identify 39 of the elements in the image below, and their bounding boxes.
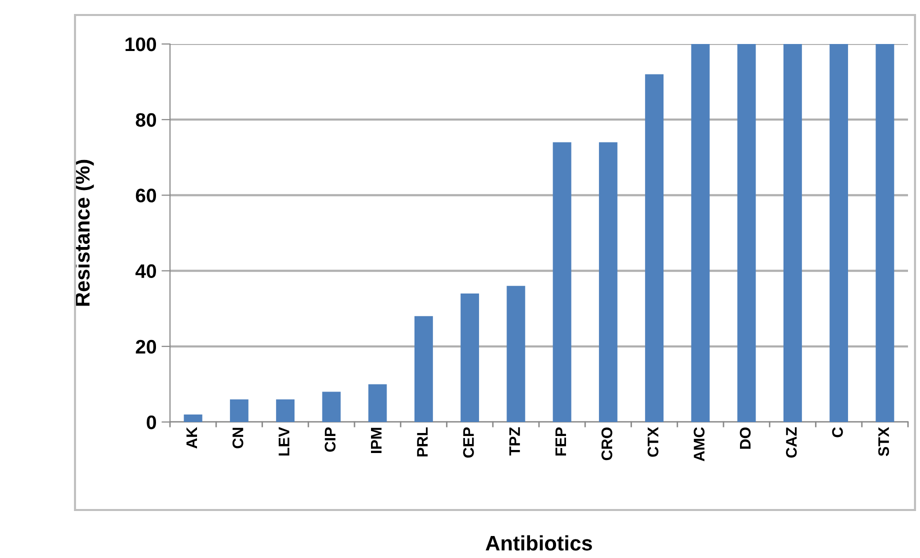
bar — [322, 392, 341, 422]
bar — [368, 384, 387, 422]
y-tick-label: 20 — [136, 340, 156, 354]
y-tick-label: 100 — [126, 37, 156, 52]
x-tick-label: CAZ — [786, 427, 797, 458]
x-tick-label: CN — [232, 428, 244, 448]
bar — [783, 44, 802, 422]
bar — [414, 316, 433, 422]
bar — [830, 44, 848, 422]
bar — [460, 293, 480, 422]
y-tick-label: 60 — [136, 188, 156, 202]
x-tick-label: AK — [186, 427, 198, 449]
bar — [230, 399, 248, 422]
x-tick-label: DO — [740, 428, 751, 449]
bar — [276, 399, 295, 422]
bar — [876, 44, 894, 422]
x-tick-label: C — [832, 427, 843, 438]
bar — [184, 414, 202, 422]
x-tick-label: FEP — [556, 427, 566, 456]
y-tick-label: 0 — [146, 415, 156, 430]
x-tick-label: LEV — [278, 426, 290, 456]
y-tick-label: 40 — [135, 264, 156, 278]
bar — [506, 286, 526, 422]
bar — [737, 44, 756, 422]
y-tick-label: 80 — [136, 113, 156, 127]
x-tick-label: CTX — [648, 426, 658, 457]
x-tick-label: TPZ — [509, 427, 520, 456]
bar — [552, 142, 572, 422]
bar — [645, 74, 664, 422]
x-tick-label: PRL — [417, 427, 428, 456]
x-axis-title: Antibiotics — [486, 535, 592, 551]
x-tick-label: AMC — [694, 427, 705, 462]
x-tick-label: CIP — [324, 427, 336, 452]
x-tick-label: STX — [878, 426, 890, 456]
bar — [598, 142, 618, 422]
x-tick-label: CEP — [463, 427, 474, 458]
x-tick-label: CRO — [601, 428, 612, 460]
bar — [691, 44, 710, 422]
x-tick-label: IPM — [371, 428, 382, 453]
